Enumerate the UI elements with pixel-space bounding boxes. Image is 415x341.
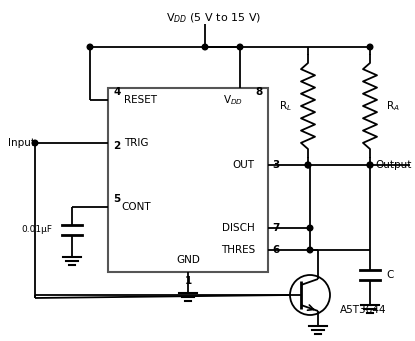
Text: 5: 5 xyxy=(113,194,121,204)
Text: 4: 4 xyxy=(113,87,121,97)
Circle shape xyxy=(32,140,38,146)
Text: Output: Output xyxy=(376,160,412,170)
Circle shape xyxy=(305,162,311,168)
Text: 1: 1 xyxy=(184,276,192,286)
Circle shape xyxy=(202,44,208,50)
Text: TRIG: TRIG xyxy=(124,138,148,148)
Circle shape xyxy=(367,162,373,168)
Text: 2: 2 xyxy=(113,141,121,151)
Text: V$_{DD}$: V$_{DD}$ xyxy=(223,93,243,107)
Text: 8: 8 xyxy=(255,87,263,97)
Text: V$_{DD}$ (5 V to 15 V): V$_{DD}$ (5 V to 15 V) xyxy=(166,11,261,25)
Circle shape xyxy=(307,225,313,231)
Circle shape xyxy=(307,247,313,253)
Text: Input: Input xyxy=(8,138,35,148)
Text: 0.01μF: 0.01μF xyxy=(21,224,52,234)
Circle shape xyxy=(305,162,311,168)
Circle shape xyxy=(367,162,373,168)
Text: A5T3644: A5T3644 xyxy=(340,305,386,315)
Text: GND: GND xyxy=(176,255,200,265)
Text: C: C xyxy=(386,270,393,280)
Text: 3: 3 xyxy=(272,160,280,170)
Text: R$_L$: R$_L$ xyxy=(279,99,292,113)
Text: THRES: THRES xyxy=(221,245,255,255)
Circle shape xyxy=(87,44,93,50)
Text: CONT: CONT xyxy=(121,202,151,212)
Circle shape xyxy=(367,44,373,50)
Text: DISCH: DISCH xyxy=(222,223,254,233)
Circle shape xyxy=(237,44,243,50)
Bar xyxy=(108,88,268,272)
Text: 7: 7 xyxy=(272,223,280,233)
Text: RESET: RESET xyxy=(124,95,156,105)
Text: OUT: OUT xyxy=(232,160,254,170)
Text: 6: 6 xyxy=(272,245,280,255)
Text: R$_A$: R$_A$ xyxy=(386,99,400,113)
